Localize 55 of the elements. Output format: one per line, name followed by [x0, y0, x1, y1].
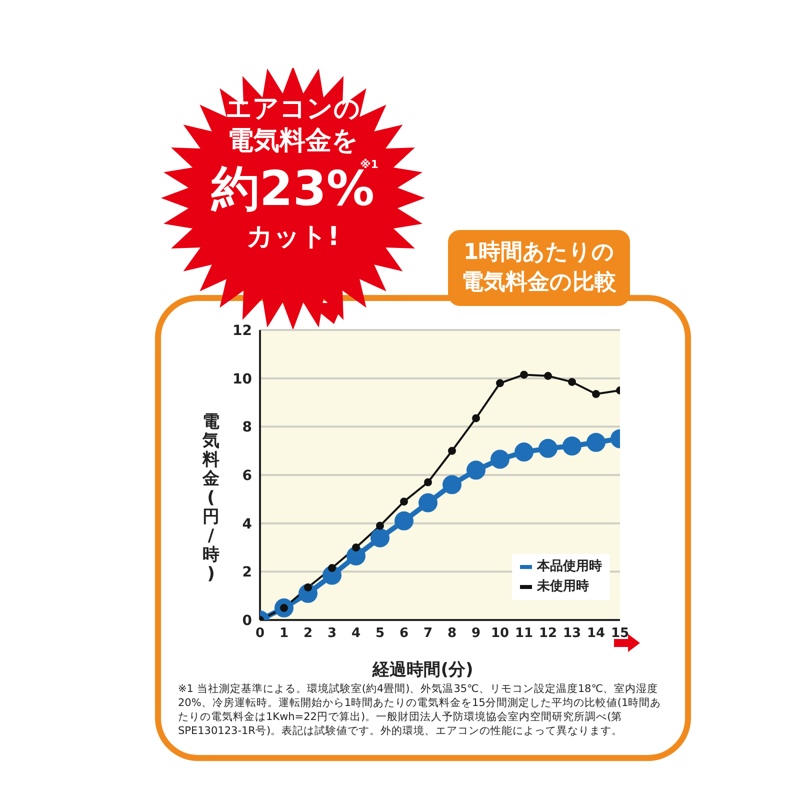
point — [328, 564, 336, 572]
x-tick-label: 11 — [514, 626, 534, 642]
x-tick-label: 1 — [279, 626, 289, 642]
point — [544, 372, 552, 380]
x-tick-label: 2 — [303, 626, 313, 642]
point — [496, 379, 504, 388]
y-tick-label: 10 — [232, 371, 252, 388]
x-axis-title: 経過時間(分) — [371, 659, 474, 681]
text: 電気料金(円/時) — [202, 412, 220, 584]
x-tick-label: 10 — [490, 626, 510, 642]
y-tick-label: 8 — [242, 420, 252, 436]
x-tick-label: 15 — [610, 626, 630, 642]
point — [370, 528, 390, 548]
point — [394, 511, 414, 530]
x-tick-label: 14 — [586, 626, 606, 642]
point — [520, 370, 528, 379]
point — [538, 438, 558, 458]
y-tick-label: 2 — [242, 564, 252, 581]
point — [448, 446, 456, 455]
point — [346, 546, 366, 566]
point — [472, 414, 480, 422]
point — [376, 522, 384, 530]
x-tick-label: 6 — [399, 626, 409, 642]
point — [418, 493, 438, 512]
x-tick-label: 7 — [423, 626, 433, 642]
x-tick-label: 0 — [255, 626, 265, 642]
chart-title: 1時間あたりの電気料金の比較 — [448, 230, 630, 306]
x-tick-label: 12 — [538, 626, 558, 642]
point — [352, 544, 360, 552]
legend-label: 未使用時 — [537, 578, 589, 596]
point — [442, 475, 462, 494]
point — [400, 498, 408, 506]
point — [568, 378, 576, 386]
legend-label: 本品使用時 — [537, 558, 602, 576]
y-tick-label: 12 — [232, 322, 252, 339]
point — [586, 432, 606, 452]
x-tick-label: 5 — [375, 626, 385, 642]
x-tick-label: 9 — [471, 626, 481, 642]
text: カット! — [246, 221, 340, 253]
point — [424, 478, 432, 486]
y-tick-label: 4 — [242, 516, 252, 532]
point — [514, 442, 534, 462]
x-tick-label: 3 — [327, 626, 337, 642]
x-tick-label: 13 — [562, 626, 582, 642]
point — [592, 390, 600, 398]
text: ※1 当社測定基準による。環境試験室(約4畳間)、外気温35℃、リモコン設定温度18℃、室内湿度20%、冷房運転時。運転開始から1時間あたりの電気料金を15分間測定した平均の比較値(1時間あたりの電気料金は1Kwh=22円で算出)。一般財団法人予防環境協会室内空間研究所調べ(第SPE130123-1R号)。表記は試験値です。外的環境、エアコンの性能によって異なります。 — [178, 682, 662, 738]
y-tick-label: 6 — [242, 468, 252, 484]
point — [562, 436, 582, 456]
y-tick-label: 0 — [242, 612, 252, 629]
x-tick-label: 4 — [351, 626, 361, 642]
point — [304, 583, 312, 592]
point — [490, 450, 510, 469]
x-tick-label: 8 — [447, 626, 457, 642]
point — [466, 460, 486, 480]
text: 電気料金を — [226, 125, 360, 157]
